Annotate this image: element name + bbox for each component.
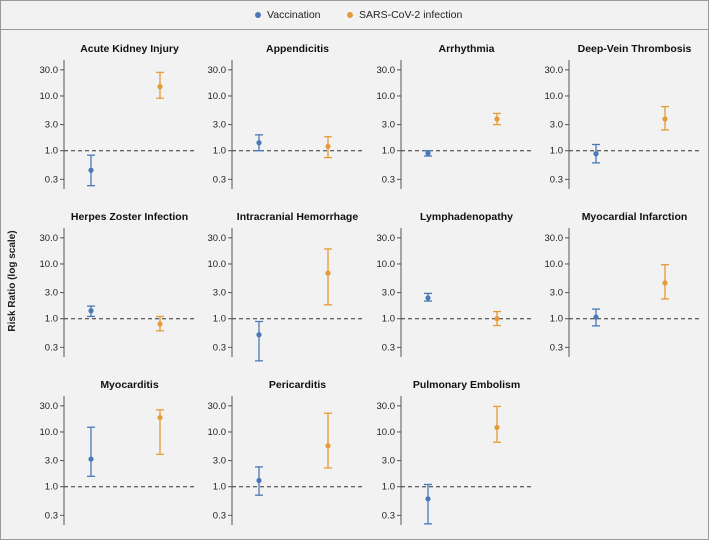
legend-label-infection: SARS-CoV-2 infection — [359, 9, 463, 21]
y-tick-label-herpes-zoster-infection-1: 1.0 — [45, 314, 58, 325]
y-tick-label-pulmonary-embolism-3: 10.0 — [377, 427, 396, 438]
panel-title-acute-kidney-injury: Acute Kidney Injury — [80, 43, 179, 55]
infection-point-herpes-zoster-infection — [157, 321, 163, 327]
y-tick-label-appendicitis-3: 10.0 — [208, 91, 227, 102]
y-tick-label-acute-kidney-injury-4: 30.0 — [40, 65, 59, 76]
vaccination-point-myocarditis — [88, 456, 94, 462]
y-tick-label-arrhythmia-2: 3.0 — [382, 120, 395, 131]
y-tick-label-myocarditis-3: 10.0 — [40, 427, 59, 438]
y-tick-label-pericarditis-0: 0.3 — [213, 510, 226, 521]
infection-point-lymphadenopathy — [494, 316, 500, 322]
y-tick-label-myocarditis-0: 0.3 — [45, 510, 58, 521]
legend-divider — [1, 29, 708, 30]
infection-point-pulmonary-embolism — [494, 424, 500, 431]
y-tick-label-deep-vein-thrombosis-0: 0.3 — [550, 174, 563, 185]
y-tick-label-myocarditis-2: 3.0 — [45, 456, 58, 467]
y-tick-label-lymphadenopathy-2: 3.0 — [382, 288, 395, 299]
legend-item-infection: SARS-CoV-2 infection — [347, 9, 462, 21]
infection-point-appendicitis — [325, 143, 331, 149]
y-tick-label-pulmonary-embolism-0: 0.3 — [382, 510, 395, 521]
vaccination-point-deep-vein-thrombosis — [593, 151, 599, 157]
y-tick-label-intracranial-hemorrhage-2: 3.0 — [213, 288, 226, 299]
y-tick-label-lymphadenopathy-0: 0.3 — [382, 342, 395, 353]
y-tick-label-lymphadenopathy-1: 1.0 — [382, 314, 395, 325]
y-tick-label-myocarditis-1: 1.0 — [45, 482, 58, 493]
y-tick-label-acute-kidney-injury-1: 1.0 — [45, 146, 58, 157]
y-tick-label-pulmonary-embolism-4: 30.0 — [377, 401, 396, 412]
y-tick-label-deep-vein-thrombosis-4: 30.0 — [545, 65, 564, 76]
y-tick-label-intracranial-hemorrhage-3: 10.0 — [208, 259, 227, 270]
panel-title-appendicitis: Appendicitis — [266, 43, 329, 55]
vaccination-point-herpes-zoster-infection — [88, 308, 94, 314]
y-tick-label-deep-vein-thrombosis-1: 1.0 — [550, 146, 563, 157]
y-tick-label-lymphadenopathy-4: 30.0 — [377, 233, 396, 244]
y-tick-label-myocarditis-4: 30.0 — [40, 401, 59, 412]
y-tick-label-herpes-zoster-infection-3: 10.0 — [40, 259, 59, 270]
vaccination-point-intracranial-hemorrhage — [256, 332, 262, 338]
panel-title-pericarditis: Pericarditis — [269, 379, 326, 391]
legend-item-vaccination: Vaccination — [255, 9, 321, 21]
y-tick-label-pericarditis-3: 10.0 — [208, 427, 227, 438]
y-tick-label-appendicitis-1: 1.0 — [213, 146, 226, 157]
y-tick-label-acute-kidney-injury-3: 10.0 — [40, 91, 59, 102]
y-tick-label-appendicitis-2: 3.0 — [213, 120, 226, 131]
legend: Vaccination SARS-CoV-2 infection — [1, 1, 708, 29]
y-tick-label-arrhythmia-0: 0.3 — [382, 174, 395, 185]
y-tick-label-herpes-zoster-infection-0: 0.3 — [45, 342, 58, 353]
vaccination-point-lymphadenopathy — [425, 295, 431, 301]
panel-title-myocardial-infarction: Myocardial Infarction — [582, 211, 688, 223]
y-tick-label-myocardial-infarction-0: 0.3 — [550, 342, 563, 353]
vaccination-point-appendicitis — [256, 140, 262, 146]
y-tick-label-intracranial-hemorrhage-1: 1.0 — [213, 314, 226, 325]
panel-title-arrhythmia: Arrhythmia — [438, 43, 494, 55]
y-tick-label-pericarditis-1: 1.0 — [213, 482, 226, 493]
infection-point-pericarditis — [325, 443, 331, 449]
y-tick-label-myocardial-infarction-4: 30.0 — [545, 233, 564, 244]
infection-point-acute-kidney-injury — [157, 84, 163, 90]
infection-dot-icon — [347, 12, 353, 18]
y-tick-label-myocardial-infarction-1: 1.0 — [550, 314, 563, 325]
infection-point-arrhythmia — [494, 116, 500, 122]
y-tick-label-lymphadenopathy-3: 10.0 — [377, 259, 396, 270]
vaccination-point-pericarditis — [256, 477, 262, 484]
infection-point-myocarditis — [157, 414, 163, 421]
y-tick-label-myocardial-infarction-2: 3.0 — [550, 288, 563, 299]
vaccination-dot-icon — [255, 12, 261, 18]
panel-title-deep-vein-thrombosis: Deep-Vein Thrombosis — [578, 43, 692, 55]
infection-point-intracranial-hemorrhage — [325, 270, 331, 276]
y-tick-label-deep-vein-thrombosis-3: 10.0 — [545, 91, 564, 102]
y-tick-label-pulmonary-embolism-2: 3.0 — [382, 456, 395, 467]
y-tick-label-arrhythmia-4: 30.0 — [377, 65, 396, 76]
y-tick-label-pericarditis-2: 3.0 — [213, 456, 226, 467]
panel-title-lymphadenopathy: Lymphadenopathy — [420, 211, 513, 223]
panel-title-herpes-zoster-infection: Herpes Zoster Infection — [71, 211, 188, 223]
y-tick-label-acute-kidney-injury-0: 0.3 — [45, 174, 58, 185]
y-tick-label-intracranial-hemorrhage-4: 30.0 — [208, 233, 227, 244]
y-tick-label-myocardial-infarction-3: 10.0 — [545, 259, 564, 270]
y-tick-label-acute-kidney-injury-2: 3.0 — [45, 120, 58, 131]
y-tick-label-pulmonary-embolism-1: 1.0 — [382, 482, 395, 493]
y-tick-label-intracranial-hemorrhage-0: 0.3 — [213, 342, 226, 353]
panel-title-myocarditis: Myocarditis — [100, 379, 159, 391]
vaccination-point-pulmonary-embolism — [425, 496, 431, 502]
y-tick-label-herpes-zoster-infection-4: 30.0 — [40, 233, 59, 244]
y-tick-label-arrhythmia-1: 1.0 — [382, 146, 395, 157]
vaccination-point-acute-kidney-injury — [88, 167, 94, 173]
y-tick-label-pericarditis-4: 30.0 — [208, 401, 227, 412]
y-tick-label-appendicitis-4: 30.0 — [208, 65, 227, 76]
infection-point-deep-vein-thrombosis — [662, 116, 668, 122]
infection-point-myocardial-infarction — [662, 280, 668, 286]
panel-title-pulmonary-embolism: Pulmonary Embolism — [413, 379, 520, 391]
y-tick-label-herpes-zoster-infection-2: 3.0 — [45, 288, 58, 299]
vaccination-point-myocardial-infarction — [593, 314, 599, 320]
legend-label-vaccination: Vaccination — [267, 9, 321, 21]
y-tick-label-deep-vein-thrombosis-2: 3.0 — [550, 120, 563, 131]
y-tick-label-appendicitis-0: 0.3 — [213, 174, 226, 185]
vaccination-point-arrhythmia — [425, 150, 431, 156]
panel-title-intracranial-hemorrhage: Intracranial Hemorrhage — [237, 211, 359, 223]
y-tick-label-arrhythmia-3: 10.0 — [377, 91, 396, 102]
